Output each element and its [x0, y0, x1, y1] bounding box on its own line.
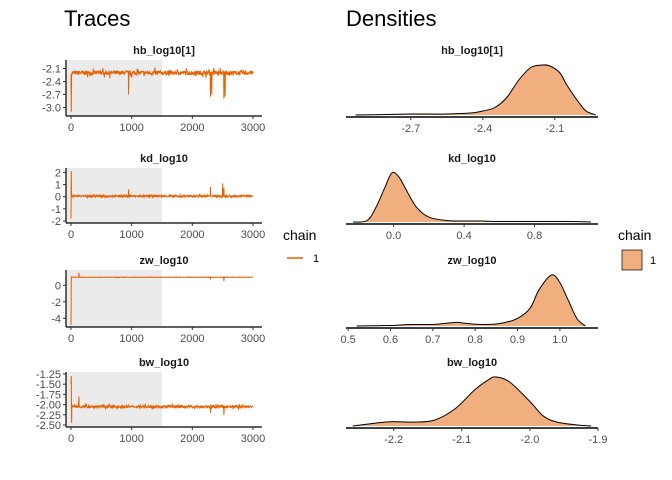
- y-tick-label: 1: [55, 180, 61, 192]
- y-tick-label: -2.50: [36, 420, 61, 432]
- y-tick-label: -2.7: [42, 90, 61, 102]
- x-tick-label: 2000: [180, 333, 204, 345]
- density-panel-hb-log10-1-: hb_log10[1] -2.7 -2.4 -2.1: [346, 45, 598, 135]
- x-tick-label: 1000: [119, 229, 143, 241]
- y-tick-label: -2: [51, 216, 61, 228]
- y-tick-label: 0: [55, 192, 61, 204]
- x-tick-label: 2000: [180, 122, 204, 134]
- density-panel-zw-log10: zw_log10 0.5 0.6 0.7 0.8 0.9 1.0: [340, 255, 598, 346]
- y-tick-label: -1: [51, 204, 61, 216]
- trace-line-chain-1: [70, 67, 254, 112]
- density-legend-key: [621, 249, 643, 271]
- x-tick-label: 0: [68, 333, 74, 345]
- y-tick-label: -1.25: [36, 369, 61, 381]
- y-tick-label: -4: [51, 313, 61, 325]
- x-tick-label: 0.8: [468, 334, 483, 346]
- x-tick-label: -2.4: [473, 123, 492, 135]
- traces-title: Traces: [64, 6, 130, 31]
- x-tick-label: 2000: [180, 433, 204, 445]
- density-area-chain-1: [355, 64, 596, 115]
- density-outline-chain-1: [352, 171, 592, 223]
- panel-title: kd_log10: [448, 153, 496, 165]
- trace-panel-zw-log10: zw_log10 -4 -2 0 0 1000 2000 3000: [51, 255, 265, 345]
- y-tick-label: -1.75: [36, 389, 61, 401]
- x-tick-label: 0: [68, 122, 74, 134]
- warmup-region: [66, 60, 162, 116]
- trace-panel-hb-log10-1-: hb_log10[1] -3.0-2.7-2.4-2.1 0 1000 2000 3000: [42, 45, 265, 134]
- y-tick-label: -1.50: [36, 379, 61, 391]
- x-tick-label: 0.6: [383, 334, 398, 346]
- density-outline-chain-1: [356, 274, 586, 327]
- density-panel-bw-log10: bw_log10 -2.2 -2.1 -2.0 -1.9: [346, 357, 607, 446]
- density-area-chain-1: [356, 274, 586, 326]
- density-legend: chain 1: [618, 227, 656, 271]
- panels: hb_log10[1]-3.0-2.7-2.4-2.10 1000 2000 3000…: [36, 45, 608, 446]
- panel-title: hb_log10[1]: [441, 45, 503, 57]
- x-tick-label: 3000: [241, 229, 265, 241]
- panel-title: hb_log10[1]: [133, 45, 195, 57]
- x-tick-label: 0.9: [510, 334, 525, 346]
- x-tick-label: 1000: [119, 433, 143, 445]
- x-tick-label: 3000: [241, 433, 265, 445]
- panel-title: zw_log10: [448, 255, 497, 267]
- x-tick-label: -2.7: [401, 123, 420, 135]
- y-tick-label: 0: [55, 280, 61, 292]
- x-tick-label: 0.4: [456, 230, 471, 242]
- panel-title: kd_log10: [140, 153, 188, 165]
- trace-panel-bw-log10: bw_log10 -2.50-2.25-2.00-1.75-1.50-1.25 0 1…: [36, 357, 265, 445]
- x-tick-label: 0: [68, 229, 74, 241]
- x-tick-label: 2000: [180, 229, 204, 241]
- y-tick-label: -2.00: [36, 400, 61, 412]
- density-panel-kd-log10: kd_log10 0.0 0.4 0.8: [346, 153, 598, 242]
- y-tick-label: -2.4: [42, 77, 61, 89]
- x-tick-label: 3000: [241, 122, 265, 134]
- x-tick-label: -2.2: [384, 434, 403, 446]
- x-tick-label: -2.0: [520, 434, 539, 446]
- trace-legend: chain 1: [283, 227, 319, 265]
- density-area-chain-1: [352, 376, 592, 426]
- density-area-chain-1: [353, 172, 591, 223]
- warmup-region: [66, 372, 162, 427]
- trace-line-chain-1: [70, 375, 254, 424]
- trace-legend-label: 1: [313, 253, 319, 265]
- y-tick-label: 2: [55, 167, 61, 179]
- warmup-region: [66, 270, 162, 327]
- x-tick-label: -1.9: [589, 434, 608, 446]
- x-tick-label: 0.7: [425, 334, 440, 346]
- x-tick-label: -2.1: [545, 123, 564, 135]
- trace-legend-title: chain: [283, 227, 316, 243]
- density-outline-chain-1: [355, 64, 596, 116]
- panel-title: bw_log10: [139, 357, 189, 369]
- x-tick-label: 3000: [241, 333, 265, 345]
- x-tick-label: 0.0: [386, 230, 401, 242]
- x-tick-label: 0: [68, 433, 74, 445]
- y-tick-label: -2: [51, 297, 61, 309]
- panel-title: bw_log10: [447, 357, 497, 369]
- x-tick-label: 1000: [119, 333, 143, 345]
- x-tick-label: 0.8: [527, 230, 542, 242]
- y-tick-label: -3.0: [42, 103, 61, 115]
- x-tick-label: 1.0: [552, 334, 567, 346]
- density-legend-title: chain: [618, 227, 651, 243]
- y-tick-label: -2.25: [36, 410, 61, 422]
- trace-line-chain-1: [70, 171, 254, 219]
- x-tick-label: 0.5: [340, 334, 355, 346]
- density-outline-chain-1: [352, 376, 592, 427]
- trace-line-chain-1: [70, 272, 254, 326]
- x-tick-label: -2.1: [452, 434, 471, 446]
- panel-title: zw_log10: [140, 255, 189, 267]
- densities-title: Densities: [346, 6, 436, 31]
- density-legend-label: 1: [650, 255, 656, 267]
- y-tick-label: -2.1: [42, 64, 61, 76]
- x-tick-label: 1000: [119, 122, 143, 134]
